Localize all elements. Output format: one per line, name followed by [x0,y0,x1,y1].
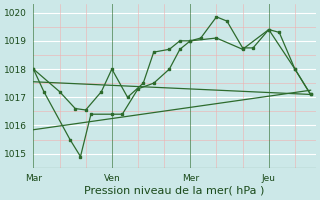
X-axis label: Pression niveau de la mer( hPa ): Pression niveau de la mer( hPa ) [84,186,265,196]
